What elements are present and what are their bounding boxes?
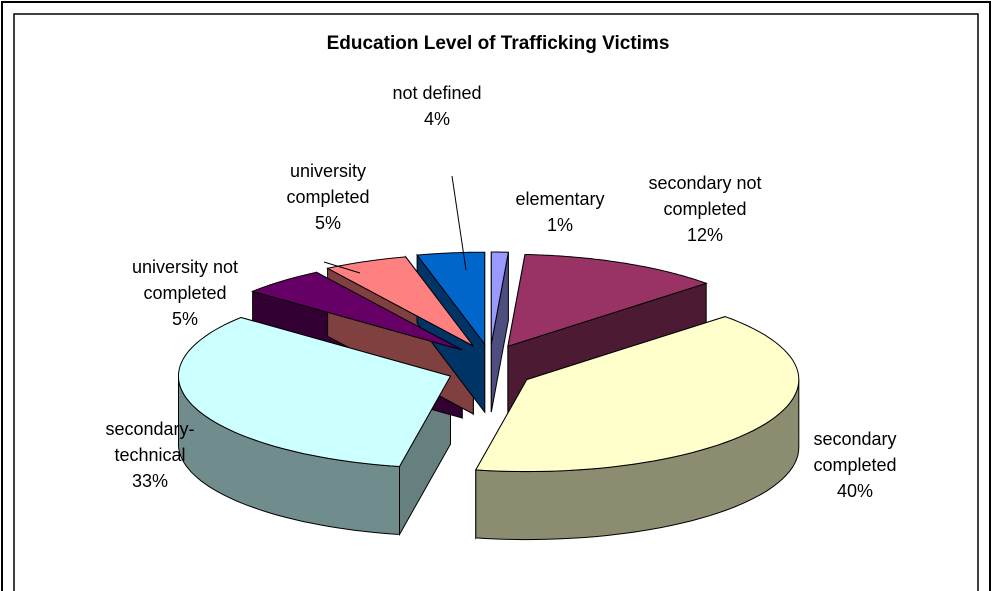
label-box: secondary completed 40% [790, 426, 920, 504]
slice-top [251, 271, 463, 351]
percent-label: 33% [131, 471, 169, 491]
percent-label: 40% [836, 481, 874, 501]
label-box: secondary-technical 33% [93, 416, 208, 494]
percent-label: 4% [423, 109, 450, 129]
chart-title: Education Level of Trafficking Victims [327, 33, 670, 54]
data-label: elementary 1% [495, 186, 625, 238]
category-label: university not completed [131, 257, 239, 303]
percent-label: 12% [686, 225, 724, 245]
percent-label: 5% [314, 213, 341, 233]
data-label: not defined 4% [372, 80, 502, 132]
label-box: elementary 1% [495, 186, 625, 238]
slice-top [507, 254, 708, 348]
data-label: university completed 5% [271, 158, 386, 236]
percent-label: 5% [171, 309, 198, 329]
data-label: university not completed 5% [115, 254, 255, 332]
data-label: secondary not completed 12% [635, 170, 775, 248]
category-label: secondary not completed [648, 173, 762, 219]
category-label: university completed [286, 161, 370, 207]
label-box: university completed 5% [271, 158, 386, 236]
percent-label: 1% [546, 215, 573, 235]
leader-line [451, 175, 467, 271]
slice-top [416, 251, 486, 346]
category-label: secondary-technical [105, 419, 195, 465]
slice-top [474, 316, 800, 472]
slice-top [326, 256, 474, 347]
category-label: elementary [515, 189, 605, 209]
label-box: university not completed 5% [115, 254, 255, 332]
label-box: secondary not completed 12% [635, 170, 775, 248]
chart-frame [13, 13, 979, 591]
category-label: not defined [392, 83, 482, 103]
slice-top [490, 251, 510, 345]
slice-top [177, 316, 452, 468]
data-label: secondary completed 40% [790, 426, 920, 504]
leader-line [323, 261, 361, 274]
data-label: secondary-technical 33% [93, 416, 208, 494]
category-label: secondary completed [813, 429, 897, 475]
label-box: not defined 4% [372, 80, 502, 132]
